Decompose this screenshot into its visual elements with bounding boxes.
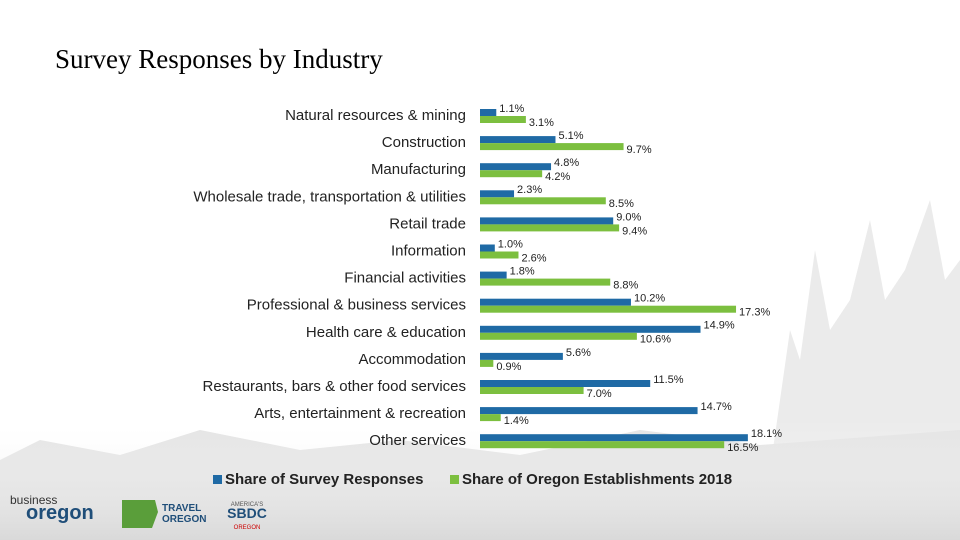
bar <box>480 441 725 449</box>
value-label: 14.9% <box>704 320 735 332</box>
bar <box>480 352 563 360</box>
category-label: Natural resources & mining <box>285 107 466 124</box>
plot: Natural resources & mining 1.1% 3.1% Constr… <box>193 103 782 454</box>
bar <box>480 244 495 252</box>
value-label: 1.4% <box>504 415 529 427</box>
legend-swatch <box>450 475 459 484</box>
value-label: 8.8% <box>613 280 638 292</box>
chart-title: Survey Responses by Industry <box>55 44 383 74</box>
category-label: Manufacturing <box>371 161 466 178</box>
bar <box>480 224 620 232</box>
bar <box>480 434 748 442</box>
value-label: 8.5% <box>609 198 634 210</box>
bar <box>480 387 584 394</box>
bar <box>480 298 631 306</box>
bar <box>480 271 507 279</box>
logo-text: TRAVEL <box>162 503 201 514</box>
value-label: 9.7% <box>627 144 652 156</box>
value-label: 10.2% <box>634 293 665 305</box>
category-label: Construction <box>382 134 466 151</box>
value-label: 2.6% <box>521 252 546 264</box>
bar <box>480 197 606 205</box>
value-label: 1.1% <box>499 103 524 115</box>
value-label: 4.2% <box>545 171 570 183</box>
bar <box>480 217 614 225</box>
category-label: Financial activities <box>344 270 466 287</box>
bar <box>480 305 737 313</box>
logo-text: oregon <box>26 502 94 524</box>
legend-label: Share of Survey Responses <box>225 471 423 488</box>
category-label: Arts, entertainment & recreation <box>254 405 466 422</box>
category-label: Health care & education <box>306 324 466 341</box>
value-label: 14.7% <box>701 401 732 413</box>
category-label: Accommodation <box>358 351 466 368</box>
value-label: 5.1% <box>558 130 583 142</box>
bar <box>480 143 624 151</box>
category-label: Restaurants, bars & other food services <box>203 378 466 395</box>
value-label: 0.9% <box>496 361 521 373</box>
bar <box>480 359 494 367</box>
legend-swatch <box>213 475 222 484</box>
value-label: 17.3% <box>739 307 770 319</box>
value-label: 2.3% <box>517 184 542 196</box>
bar <box>480 116 526 123</box>
bar <box>480 170 543 178</box>
value-label: 11.5% <box>653 374 684 386</box>
value-label: 5.6% <box>566 347 591 359</box>
value-label: 9.4% <box>622 225 647 237</box>
legend: Share of Survey Responses Share of Oregon… <box>213 471 732 488</box>
logo-text: SBDC <box>227 505 267 521</box>
category-label: Information <box>391 242 466 259</box>
category-label: Retail trade <box>389 215 466 232</box>
logo-text: business <box>10 493 57 507</box>
bar <box>480 414 501 422</box>
value-label: 9.0% <box>616 211 641 223</box>
value-label: 16.5% <box>727 442 758 454</box>
logo-shape <box>122 500 158 528</box>
value-label: 10.6% <box>640 334 671 346</box>
logo-text: AMERICA'S <box>231 502 263 508</box>
logos: business oregon TRAVEL OREGON AMERICA'S … <box>10 493 267 531</box>
bar <box>480 251 519 259</box>
bar <box>480 407 698 415</box>
bar <box>480 136 556 144</box>
bar <box>480 190 515 198</box>
bar <box>480 325 701 333</box>
logo-text: OREGON <box>162 514 206 525</box>
legend-label: Share of Oregon Establishments 2018 <box>462 471 732 488</box>
value-label: 3.1% <box>529 117 554 129</box>
logo-text: OREGON <box>234 525 261 531</box>
value-label: 1.0% <box>498 238 523 250</box>
category-label: Other services <box>369 432 466 449</box>
value-label: 1.8% <box>510 266 535 278</box>
bar <box>480 278 611 286</box>
category-label: Professional & business services <box>247 297 466 314</box>
bar <box>480 163 552 171</box>
value-label: 4.8% <box>554 157 579 169</box>
value-label: 7.0% <box>587 388 612 400</box>
category-label: Wholesale trade, transportation & utilit… <box>193 188 466 205</box>
value-label: 18.1% <box>751 428 782 440</box>
bar <box>480 332 637 340</box>
bar <box>480 109 497 116</box>
bar <box>480 380 651 387</box>
